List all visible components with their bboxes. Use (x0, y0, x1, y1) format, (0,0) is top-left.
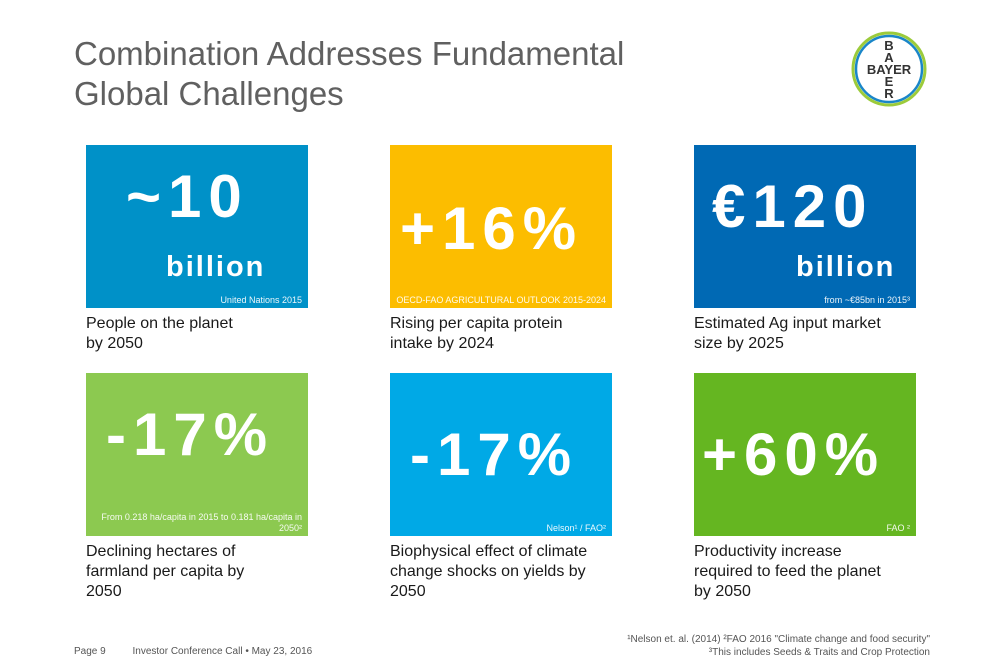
caption-line: change shocks on yields by (390, 563, 586, 580)
caption-line: Declining hectares of (86, 543, 236, 560)
logo-letter-bottom-1: E (885, 74, 894, 89)
stat-caption-farmland: Declining hectares of farmland per capit… (86, 542, 326, 602)
slide-title: Combination Addresses Fundamental Global… (74, 34, 774, 114)
stat-source: OECD-FAO AGRICULTURAL OUTLOOK 2015-2024 (396, 295, 606, 305)
stat-caption-market: Estimated Ag input market size by 2025 (694, 314, 934, 354)
caption-line: 2050 (390, 583, 426, 600)
stat-value: +16% (400, 195, 584, 262)
title-line-2: Global Challenges (74, 75, 344, 112)
stat-source: from ~€85bn in 2015³ (824, 295, 910, 305)
caption-line: Productivity increase (694, 543, 842, 560)
stat-tile-farmland: -17% From 0.218 ha/capita in 2015 to 0.1… (86, 373, 308, 536)
page-number: Page 9 (74, 646, 106, 657)
stat-tile-population: ~10 billion United Nations 2015 (86, 145, 308, 308)
caption-line: 2050 (86, 583, 122, 600)
caption-line: by 2050 (86, 335, 143, 352)
event-name: Investor Conference Call • May 23, 2016 (132, 646, 313, 657)
footnote-1: ¹Nelson et. al. (2014) ²FAO 2016 "Climat… (627, 634, 930, 645)
caption-line: by 2050 (694, 583, 751, 600)
stat-source: From 0.218 ha/capita in 2015 to 0.181 ha… (101, 512, 302, 533)
stat-source: FAO ² (886, 523, 910, 533)
stat-value: ~10 (126, 163, 249, 230)
caption-line: People on the planet (86, 315, 233, 332)
footnotes: ¹Nelson et. al. (2014) ²FAO 2016 "Climat… (627, 633, 930, 659)
logo-letter-top: B (884, 38, 893, 53)
logo-word: BAYER (867, 62, 912, 77)
stat-tile-market: €120 billion from ~€85bn in 2015³ (694, 145, 916, 308)
stat-tile-protein: +16% OECD-FAO AGRICULTURAL OUTLOOK 2015-… (390, 145, 612, 308)
caption-line: intake by 2024 (390, 335, 495, 352)
caption-line: farmland per capita by (86, 563, 245, 580)
slide-footer: Page 9 Investor Conference Call • May 23… (74, 646, 336, 657)
caption-line: Biophysical effect of climate (390, 543, 588, 560)
stat-caption-climate: Biophysical effect of climate change sho… (390, 542, 630, 602)
stat-caption-protein: Rising per capita protein intake by 2024 (390, 314, 630, 354)
stat-caption-productivity: Productivity increase required to feed t… (694, 542, 934, 602)
stat-unit: billion (166, 251, 266, 283)
stat-source: United Nations 2015 (220, 295, 302, 305)
stat-tile-productivity: +60% FAO ² (694, 373, 916, 536)
stat-value: €120 (712, 173, 874, 240)
logo-letter-top-2: A (884, 50, 894, 65)
caption-line: Rising per capita protein (390, 315, 563, 332)
stat-value: +60% (702, 421, 886, 488)
stat-value: -17% (410, 421, 579, 488)
title-line-1: Combination Addresses Fundamental (74, 35, 625, 72)
bayer-cross-logo: B A BAYER E R (851, 31, 927, 107)
stat-tile-climate: -17% Nelson¹ / FAO² (390, 373, 612, 536)
stat-caption-population: People on the planet by 2050 (86, 314, 326, 354)
stat-unit: billion (796, 251, 896, 283)
logo-letter-bottom-2: R (884, 86, 894, 101)
footnote-2: ³This includes Seeds & Traits and Crop P… (708, 647, 930, 658)
caption-line: size by 2025 (694, 335, 784, 352)
stat-value: -17% (106, 401, 275, 468)
caption-line: required to feed the planet (694, 563, 881, 580)
stat-source: Nelson¹ / FAO² (546, 523, 606, 533)
caption-line: Estimated Ag input market (694, 315, 881, 332)
